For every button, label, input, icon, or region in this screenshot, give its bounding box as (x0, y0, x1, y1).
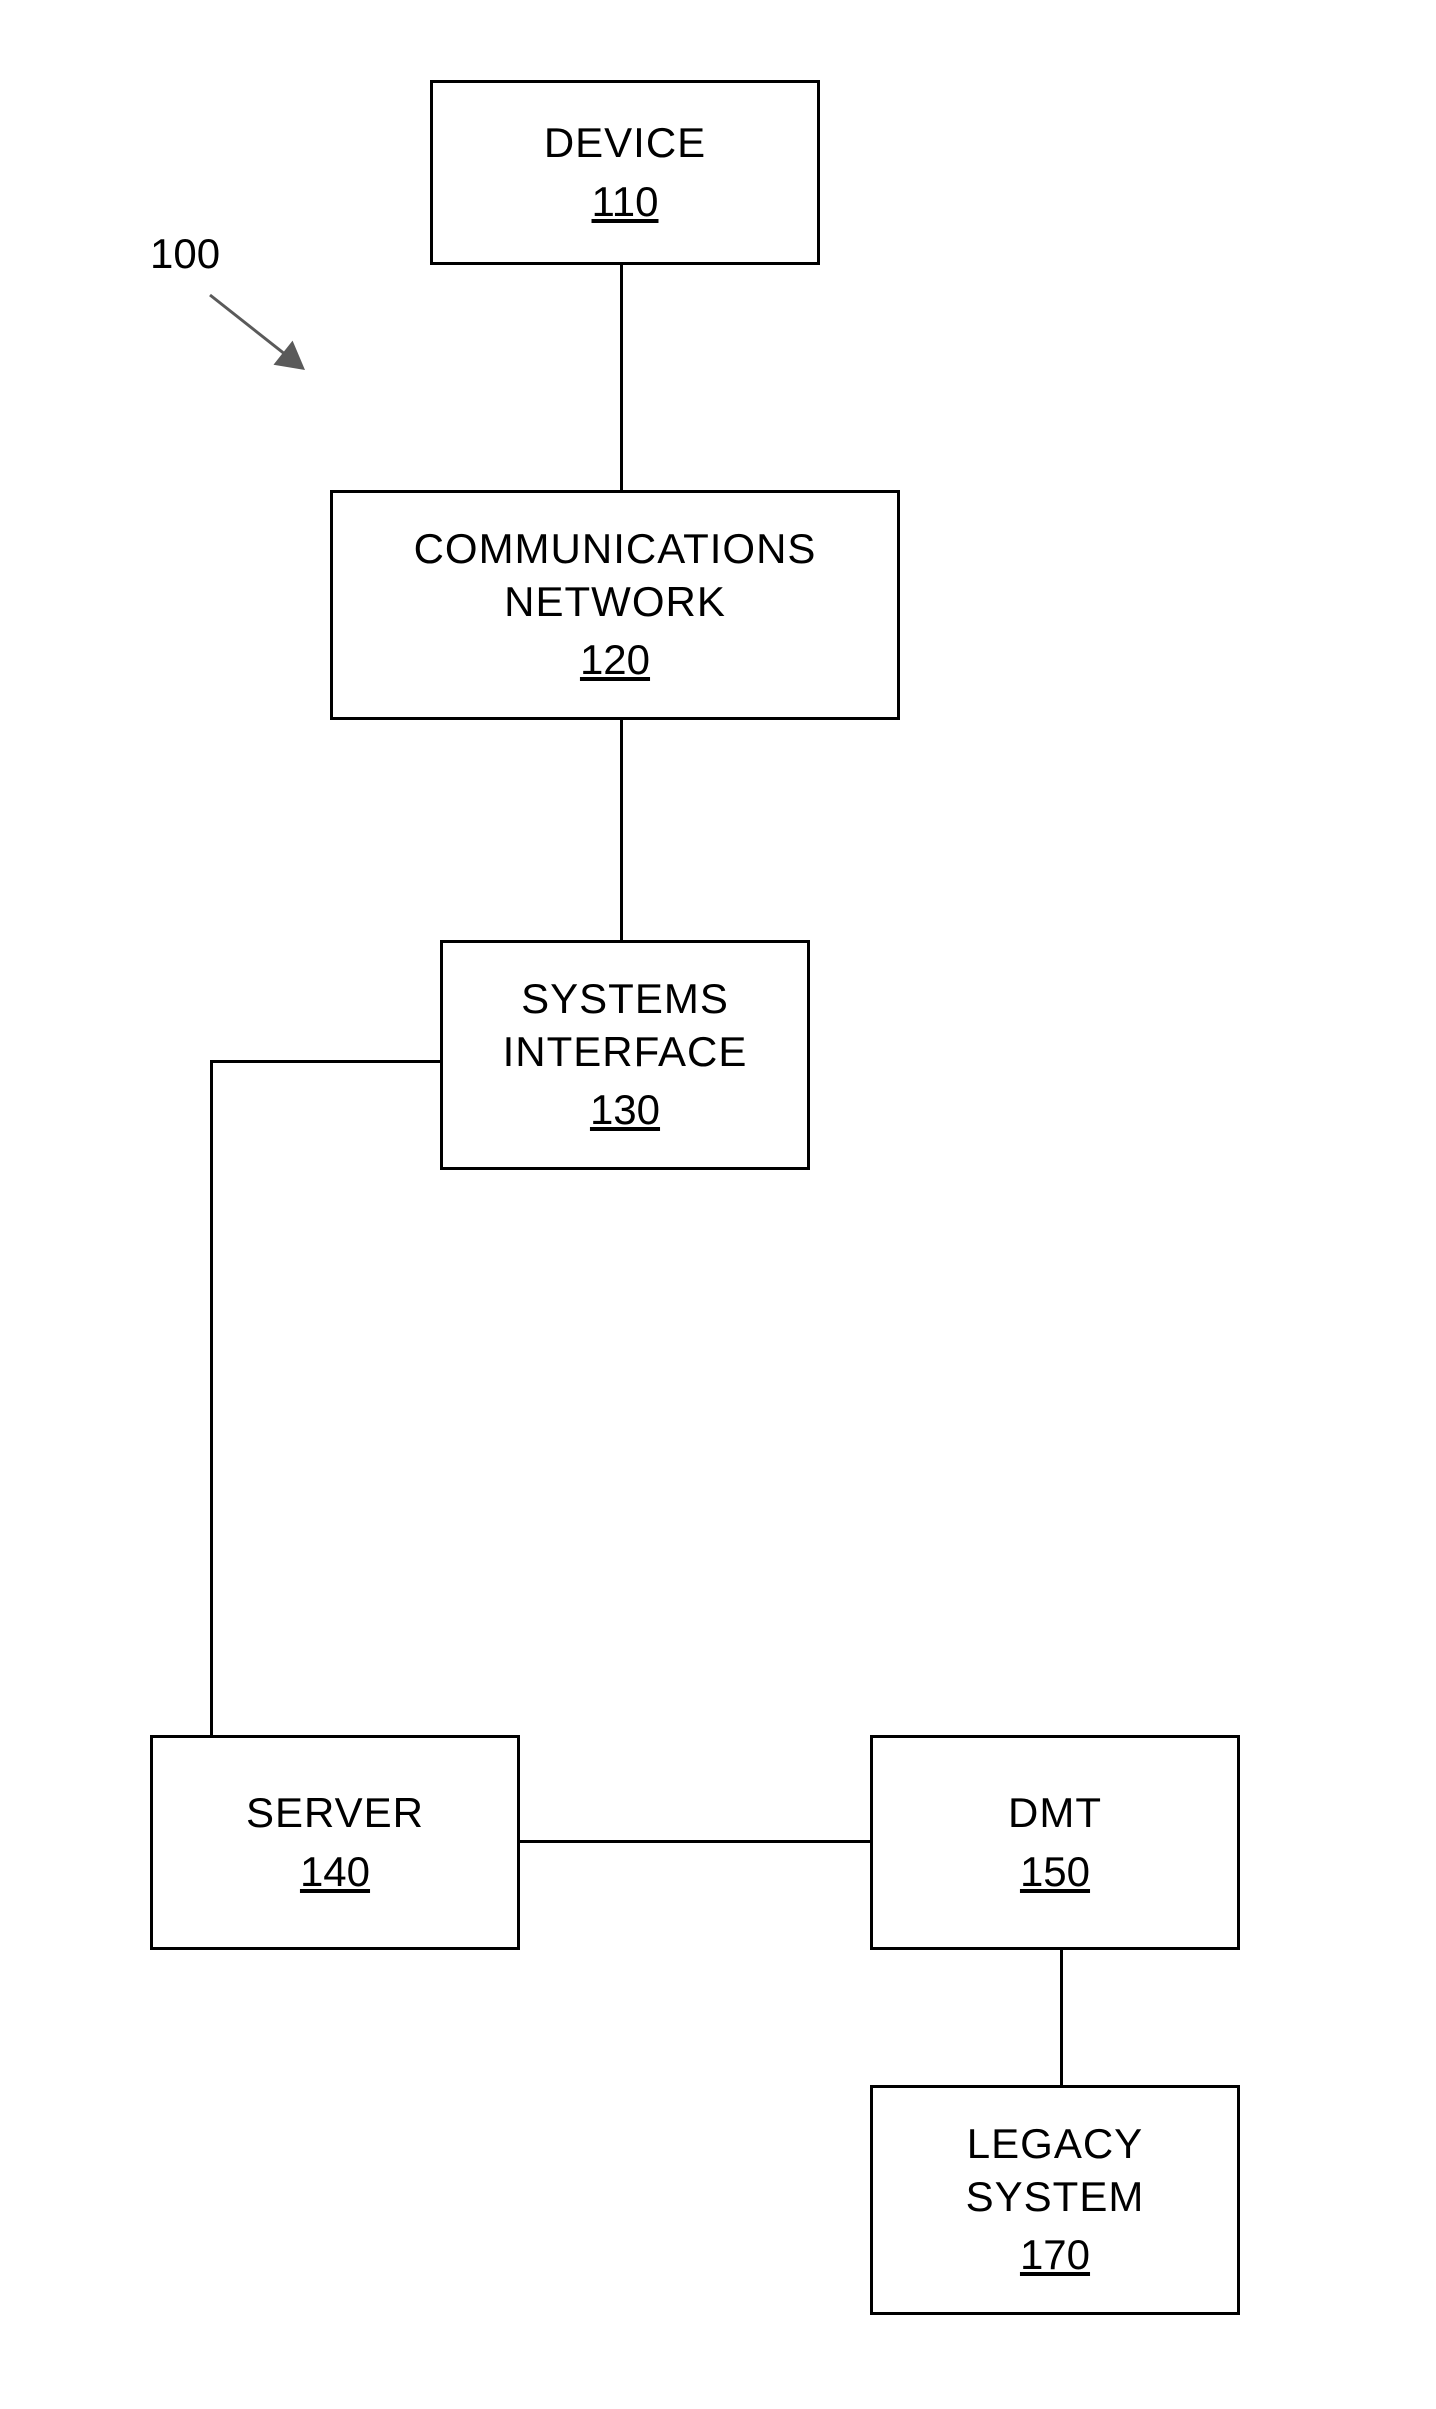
node-title: SYSTEMS INTERFACE (503, 973, 748, 1078)
node-title: LEGACY SYSTEM (966, 2118, 1145, 2223)
node-title: DEVICE (544, 117, 706, 170)
node-ref: 150 (1020, 1846, 1090, 1899)
node-iface: SYSTEMS INTERFACE 130 (440, 940, 810, 1170)
node-ref: 170 (1020, 2229, 1090, 2282)
node-ref: 140 (300, 1846, 370, 1899)
edge-server-dmt (520, 1840, 870, 1843)
edge-dmt-legacy (1060, 1950, 1063, 2085)
node-title: DMT (1008, 1787, 1102, 1840)
node-legacy: LEGACY SYSTEM 170 (870, 2085, 1240, 2315)
node-dmt: DMT 150 (870, 1735, 1240, 1950)
node-server: SERVER 140 (150, 1735, 520, 1950)
node-ref: 120 (580, 634, 650, 687)
node-device: DEVICE 110 (430, 80, 820, 265)
reference-arrow (178, 263, 337, 402)
node-ref: 110 (592, 176, 659, 229)
edge-iface-server (210, 1060, 440, 1063)
node-title: SERVER (246, 1787, 424, 1840)
edge-iface-server (210, 1060, 213, 1735)
node-title: COMMUNICATIONS NETWORK (414, 523, 817, 628)
diagram-canvas: 100DEVICE110COMMUNICATIONS NETWORK120SYS… (0, 0, 1436, 2409)
node-ref: 130 (590, 1084, 660, 1137)
edge-network-iface (620, 720, 623, 940)
edge-device-network (620, 265, 623, 490)
node-network: COMMUNICATIONS NETWORK 120 (330, 490, 900, 720)
